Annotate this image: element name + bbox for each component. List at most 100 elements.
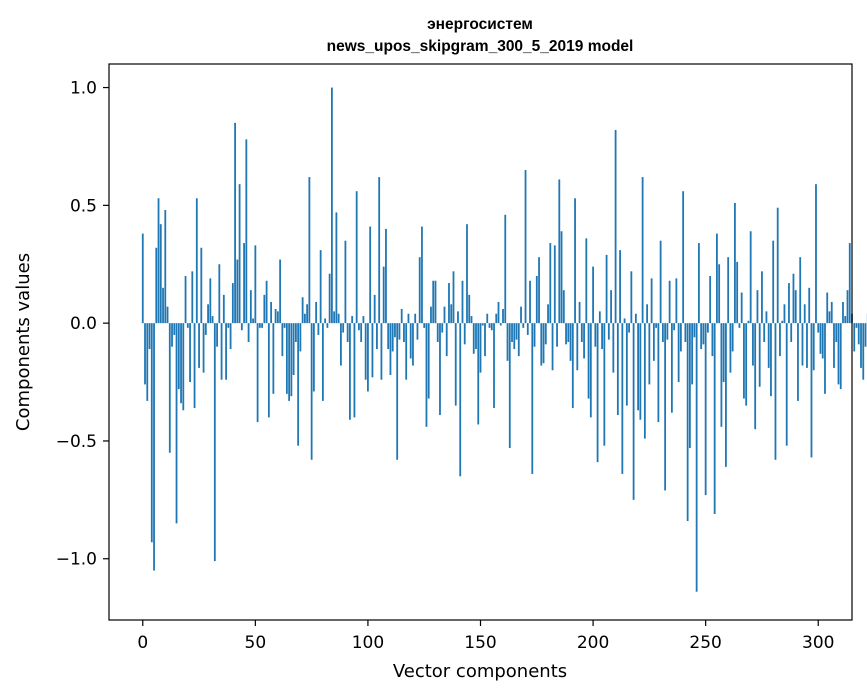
bar-310 [839, 323, 842, 390]
bar-117 [405, 323, 408, 380]
bar-224 [646, 304, 649, 324]
bar-321 [864, 323, 867, 347]
bar-204 [601, 323, 603, 350]
bar-299 [815, 184, 817, 324]
bar-89 [342, 323, 345, 333]
bar-164 [511, 323, 513, 342]
bar-46 [245, 139, 248, 324]
bar-189 [567, 323, 570, 342]
y-tick-label: −0.5 [56, 432, 97, 452]
bar-175 [535, 276, 538, 324]
bar-159 [499, 323, 502, 326]
bar-211 [616, 323, 619, 416]
bar-320 [862, 323, 865, 380]
bar-287 [788, 283, 790, 324]
bar-113 [396, 323, 399, 460]
bar-16 [177, 323, 180, 390]
bar-169 [522, 323, 525, 328]
bar-96 [358, 323, 360, 331]
bar-181 [549, 243, 552, 324]
bar-106 [380, 323, 383, 380]
bar-141 [459, 323, 462, 477]
bar-276 [763, 323, 766, 342]
bar-84 [331, 87, 333, 324]
bar-150 [479, 323, 482, 373]
bar-36 [222, 294, 225, 324]
bar-234 [668, 280, 671, 324]
bar-213 [621, 323, 624, 474]
bar-297 [810, 323, 813, 458]
bar-18 [182, 323, 185, 411]
bar-137 [450, 304, 453, 324]
bar-139 [454, 323, 457, 406]
bar-9 [162, 287, 164, 324]
bar-294 [803, 304, 806, 324]
bar-306 [830, 301, 833, 324]
bar-1 [144, 323, 146, 385]
bar-21 [189, 323, 191, 383]
bar-250 [704, 323, 707, 496]
bar-23 [193, 323, 196, 408]
bar-246 [695, 323, 698, 592]
bar-197 [585, 238, 588, 324]
y-tick-label: 0.0 [70, 314, 97, 334]
bar-55 [265, 280, 268, 324]
bar-35 [220, 323, 223, 380]
y-tick-label: −1.0 [56, 550, 97, 570]
bar-115 [400, 309, 403, 324]
bar-236 [673, 323, 676, 331]
bar-108 [385, 228, 387, 324]
bar-66 [290, 323, 293, 397]
bar-86 [335, 212, 338, 324]
x-tick-label: 100 [352, 633, 384, 653]
bar-0 [141, 233, 144, 324]
bar-116 [403, 323, 405, 342]
bar-156 [493, 323, 495, 408]
bar-227 [652, 323, 655, 361]
bar-119 [409, 323, 412, 359]
bar-74 [308, 177, 311, 324]
bar-145 [468, 294, 471, 324]
bar-290 [794, 290, 797, 324]
bar-160 [502, 309, 504, 324]
bar-85 [333, 311, 336, 324]
bar-105 [378, 177, 381, 324]
y-tick-label: 1.0 [70, 79, 97, 99]
bar-22 [191, 271, 194, 324]
bar-251 [707, 323, 709, 333]
bar-95 [355, 191, 358, 324]
y-axis-label: Components values [13, 253, 34, 431]
bar-52 [258, 323, 261, 328]
bar-275 [761, 271, 763, 324]
bar-185 [558, 179, 561, 324]
bar-200 [592, 266, 594, 324]
bar-39 [229, 323, 232, 350]
bar-238 [677, 323, 680, 383]
bar-6 [155, 247, 158, 324]
bar-78 [317, 323, 320, 335]
bar-191 [571, 323, 574, 408]
bar-215 [625, 323, 628, 406]
bar-87 [337, 313, 340, 324]
bar-114 [398, 323, 401, 340]
bar-252 [709, 276, 712, 324]
bar-188 [565, 323, 567, 345]
bar-278 [767, 323, 770, 368]
bar-58 [272, 323, 275, 394]
bar-182 [551, 323, 554, 371]
bar-218 [632, 323, 635, 500]
bar-269 [747, 320, 750, 324]
bar-173 [531, 323, 534, 474]
bar-161 [504, 214, 507, 324]
bar-308 [835, 323, 838, 342]
x-tick-label: 250 [689, 633, 721, 653]
bar-146 [470, 316, 473, 324]
y-axis: −1.0 −0.5 0.0 0.5 1.0 [56, 79, 109, 570]
bar-228 [655, 323, 658, 328]
bar-230 [659, 240, 662, 324]
bar-190 [569, 323, 572, 361]
bar-255 [716, 233, 718, 324]
bar-186 [560, 231, 563, 324]
bar-27 [202, 323, 205, 373]
